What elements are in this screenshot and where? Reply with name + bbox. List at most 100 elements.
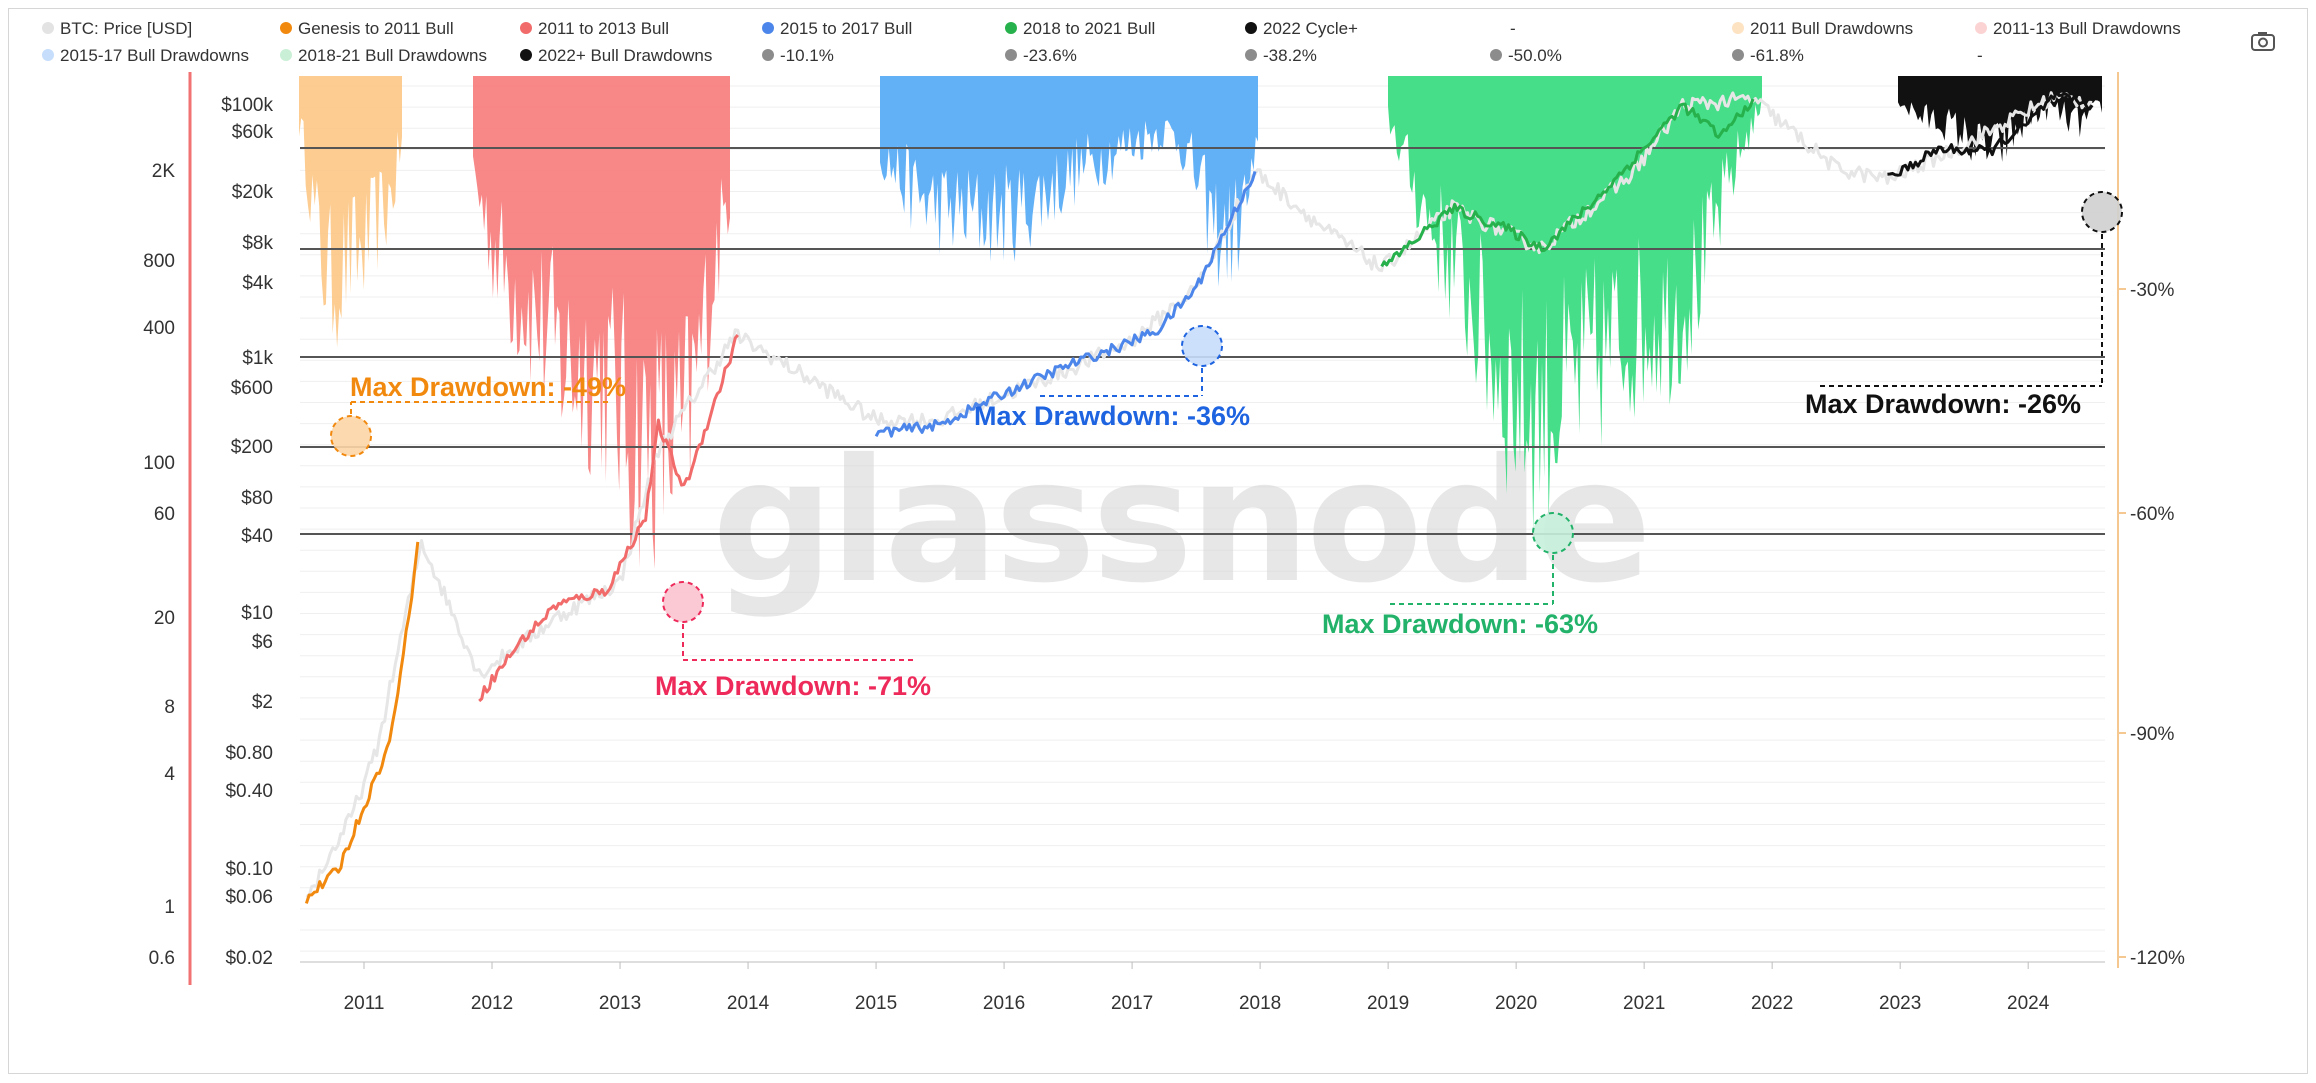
y-right-tick-label: -30%	[2130, 280, 2174, 301]
y-inner-tick-label: $0.02	[225, 948, 273, 969]
legend-item: -10.1%	[762, 46, 834, 65]
legend-label: 2018-21 Bull Drawdowns	[298, 46, 487, 65]
legend-swatch	[1975, 22, 1987, 34]
drawdown-band-2015-17	[880, 76, 1258, 287]
max-drawdown-2017-marker	[1181, 325, 1223, 367]
y-right-tick-label: -90%	[2130, 724, 2174, 745]
legend-item: 2022 Cycle+	[1245, 19, 1358, 38]
legend-item: 2011-13 Bull Drawdowns	[1975, 19, 2181, 38]
camera-lens	[2258, 37, 2268, 48]
drawdown-band-2011-13	[473, 76, 730, 569]
legend-item: 2015 to 2017 Bull	[762, 19, 912, 38]
y-outer-tick-label: 800	[143, 251, 175, 272]
max-drawdown-2013-marker	[662, 581, 704, 623]
series-2011-2013	[478, 334, 739, 703]
max-drawdown-2011: Max Drawdown: -49%	[330, 372, 626, 457]
x-tick-label: 2018	[1239, 993, 1281, 1014]
x-tick-label: 2024	[2007, 993, 2050, 1014]
y-inner-tick-label: $20k	[232, 182, 274, 203]
legend-label: 2022+ Bull Drawdowns	[538, 46, 712, 65]
legend-label: -	[1510, 19, 1516, 38]
legend-item: -	[1977, 46, 1983, 65]
x-tick-label: 2013	[599, 993, 641, 1014]
max-drawdown-2021-marker	[1532, 512, 1574, 554]
legend-label: -	[1977, 46, 1983, 65]
legend-item: 2018 to 2021 Bull	[1005, 19, 1155, 38]
legend-swatch	[762, 22, 774, 34]
legend-item: -61.8%	[1732, 46, 1804, 65]
y-inner-tick-label: $80	[241, 488, 273, 509]
legend-swatch	[520, 49, 532, 61]
series-btc-price	[305, 91, 2093, 899]
legend-swatch	[520, 22, 532, 34]
max-drawdown-2022-label: Max Drawdown: -26%	[1805, 389, 2081, 419]
legend-label: -38.2%	[1263, 46, 1317, 65]
y-outer-tick-label: 4	[164, 764, 175, 785]
y-outer-tick-label: 20	[154, 608, 175, 629]
x-tick-label: 2021	[1623, 993, 1665, 1014]
legend-label: -10.1%	[780, 46, 834, 65]
y-inner-tick-label: $0.80	[225, 743, 273, 764]
legend-swatch	[280, 49, 292, 61]
y-right-tick-label: -60%	[2130, 504, 2174, 525]
legend-item: BTC: Price [USD]	[42, 19, 192, 38]
legend-swatch	[1490, 49, 1502, 61]
legend-swatch	[1245, 49, 1257, 61]
legend-swatch	[42, 22, 54, 34]
drawdown-band-2011-area	[299, 76, 402, 348]
legend-item: 2015-17 Bull Drawdowns	[42, 46, 249, 65]
legend-item: 2022+ Bull Drawdowns	[520, 46, 712, 65]
x-tick-label: 2017	[1111, 993, 1153, 1014]
max-drawdown-2013-label: Max Drawdown: -71%	[655, 671, 931, 701]
drawdown-band-2011-13-area	[473, 76, 730, 569]
y-inner-tick-label: $40	[241, 526, 273, 547]
y-outer-tick-label: 0.6	[149, 948, 175, 969]
legend-label: 2011 to 2013 Bull	[538, 19, 669, 38]
legend-item: 2011 to 2013 Bull	[520, 19, 669, 38]
max-drawdown-2011-marker	[330, 415, 372, 457]
y-inner-tick-label: $0.06	[225, 887, 273, 908]
legend-item: -38.2%	[1245, 46, 1317, 65]
y-outer-tick-label: 2K	[152, 161, 176, 182]
x-tick-label: 2014	[727, 993, 770, 1014]
max-drawdown-2022-marker	[2081, 191, 2123, 233]
x-tick-label: 2012	[471, 993, 513, 1014]
y-outer-tick-label: 8	[164, 697, 175, 718]
y-inner-tick-label: $0.10	[225, 859, 273, 880]
legend-label: BTC: Price [USD]	[60, 19, 192, 38]
legend-label: -23.6%	[1023, 46, 1077, 65]
legend-item: Genesis to 2011 Bull	[280, 19, 454, 38]
y-inner-tick-label: $100k	[221, 95, 273, 116]
y-inner-tick-label: $60k	[232, 122, 274, 143]
camera-body	[2251, 34, 2275, 51]
y-outer-tick-label: 1	[164, 897, 175, 918]
series-genesis-2011	[304, 541, 420, 904]
y-inner-tick-label: $1k	[242, 348, 273, 369]
max-drawdown-2017: Max Drawdown: -36%	[974, 325, 1250, 431]
legend-item: 2018-21 Bull Drawdowns	[280, 46, 487, 65]
y-inner-tick-label: $600	[231, 378, 273, 399]
legend-item: -50.0%	[1490, 46, 1562, 65]
legend-label: -61.8%	[1750, 46, 1804, 65]
camera-icon[interactable]	[2251, 32, 2275, 51]
y-inner-tick-label: $6	[252, 632, 273, 653]
legend-label: 2011-13 Bull Drawdowns	[1993, 19, 2181, 38]
max-drawdown-2017-label: Max Drawdown: -36%	[974, 401, 1250, 431]
y-inner-tick-label: $10	[241, 603, 273, 624]
drawdown-band-2011	[299, 76, 402, 348]
y-outer-tick-label: 60	[154, 504, 175, 525]
x-tick-label: 2015	[855, 993, 897, 1014]
legend-label: 2022 Cycle+	[1263, 19, 1358, 38]
series-2022-cycle	[1887, 90, 2094, 177]
legend-swatch	[1005, 49, 1017, 61]
drawdown-band-2015-17-area	[880, 76, 1258, 287]
y-outer-tick-label: 100	[143, 453, 175, 474]
drawdown-band-2018-21-area	[1388, 76, 1762, 533]
legend-label: 2015-17 Bull Drawdowns	[60, 46, 249, 65]
y-inner-tick-label: $8k	[242, 233, 273, 254]
legend-item: -	[1510, 19, 1516, 38]
max-drawdown-2021-label: Max Drawdown: -63%	[1322, 609, 1598, 639]
max-drawdown-2011-label: Max Drawdown: -49%	[350, 372, 626, 402]
legend-label: 2018 to 2021 Bull	[1023, 19, 1155, 38]
x-tick-label: 2023	[1879, 993, 1921, 1014]
